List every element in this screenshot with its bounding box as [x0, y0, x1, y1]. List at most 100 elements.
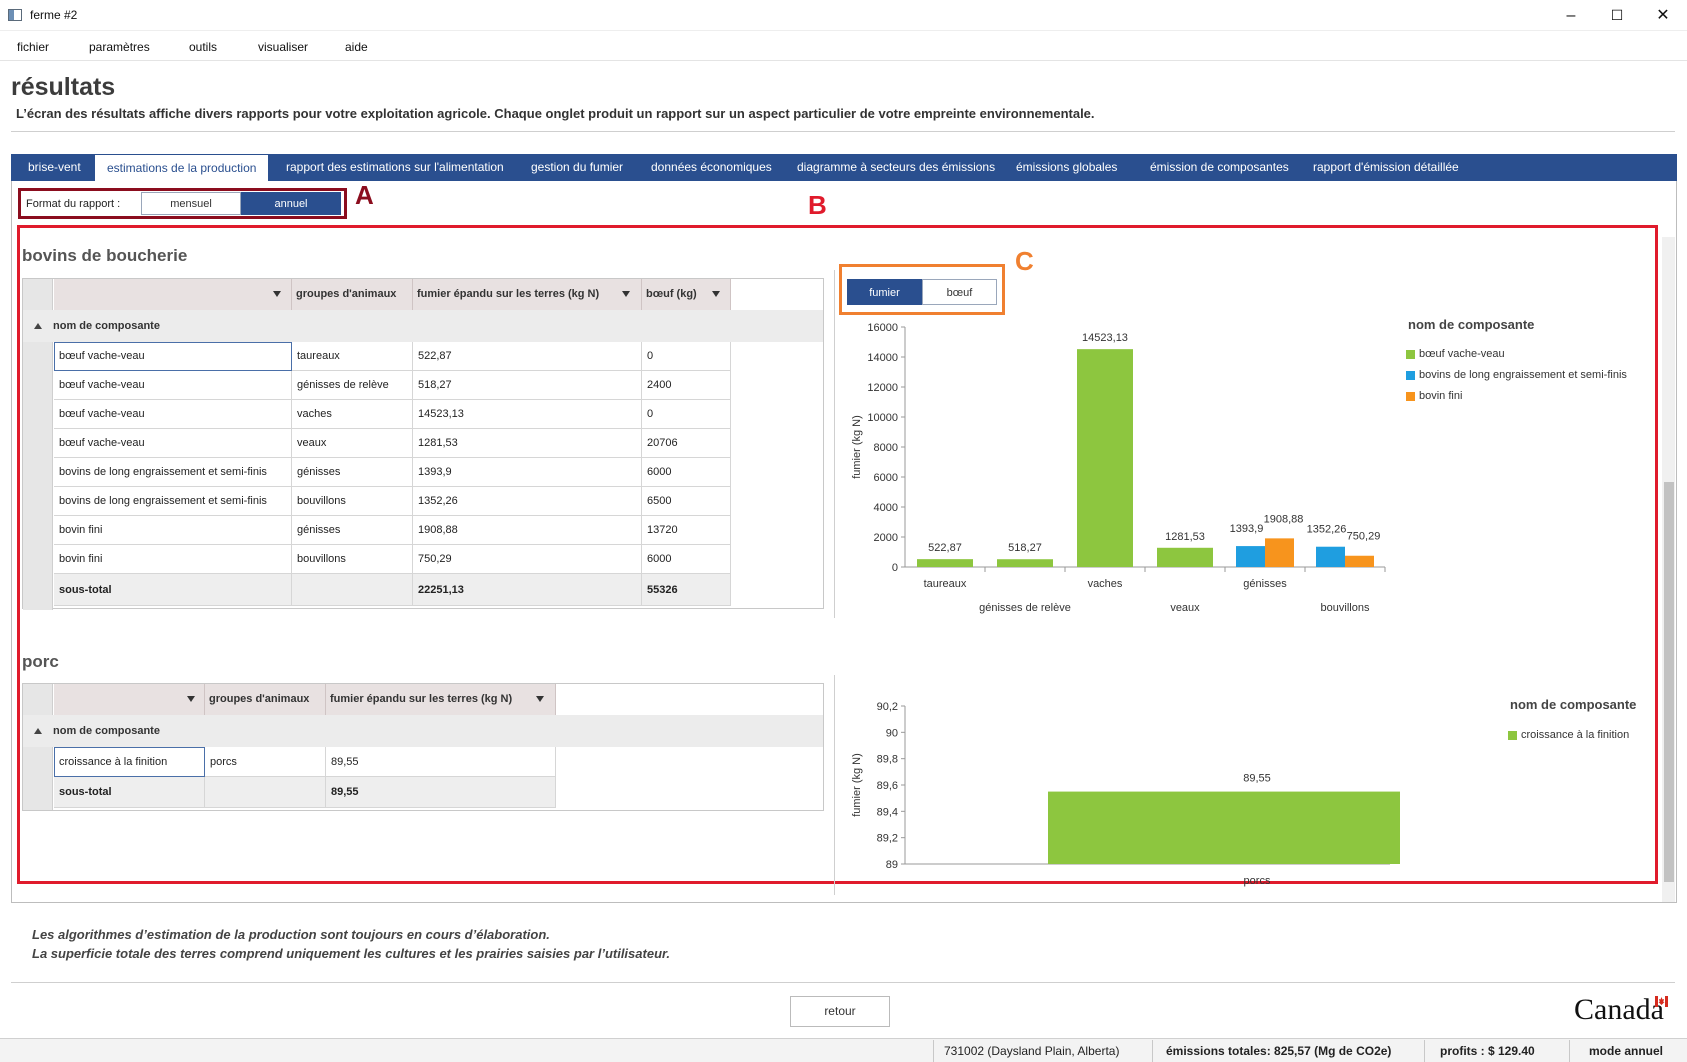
- beef-cell-boeuf[interactable]: 6000: [642, 458, 731, 487]
- tab-rapport-alimentation[interactable]: rapport des estimations sur l'alimentati…: [286, 160, 504, 174]
- menu-outils[interactable]: outils: [189, 40, 218, 54]
- beef-cell-fumier[interactable]: 750,29: [413, 545, 642, 574]
- annotation-a: A: [355, 180, 374, 210]
- beef-cell-boeuf[interactable]: 13720: [642, 516, 731, 545]
- bar-0-0: [917, 559, 973, 567]
- filter-icon[interactable]: [187, 696, 195, 702]
- beef-cell-groupe[interactable]: taureaux: [292, 342, 413, 371]
- beef-cell-groupe[interactable]: bouvillons: [292, 487, 413, 516]
- pork-col-groupes-header[interactable]: groupes d'animaux: [205, 684, 326, 715]
- beef-group-row[interactable]: nom de composante: [23, 310, 823, 342]
- row-header-strip: [23, 684, 53, 810]
- beef-col-groupes-header[interactable]: groupes d'animaux: [292, 279, 413, 310]
- beef-col-fumier-header[interactable]: fumier épandu sur les terres (kg N): [413, 279, 642, 310]
- pork-cell-composante[interactable]: croissance à la finition: [54, 747, 205, 777]
- row-spacer: [642, 371, 647, 400]
- menu-aide[interactable]: aide: [345, 40, 368, 54]
- y-tick-label: 6000: [874, 472, 898, 484]
- y-tick-label: 16000: [867, 322, 898, 334]
- beef-cell-groupe[interactable]: vaches: [292, 400, 413, 429]
- beef-cell-fumier[interactable]: 14523,13: [413, 400, 642, 429]
- filter-icon[interactable]: [273, 291, 281, 297]
- tab-gestion-fumier[interactable]: gestion du fumier: [531, 160, 624, 174]
- format-annuel-button[interactable]: annuel: [241, 192, 341, 215]
- row-spacer: [642, 400, 647, 429]
- beef-cell-composante[interactable]: bovins de long engraissement et semi-fin…: [54, 487, 292, 516]
- format-mensuel-button[interactable]: mensuel: [141, 192, 241, 215]
- beef-cell-fumier[interactable]: 1352,26: [413, 487, 642, 516]
- tab-rapport-emission-detaillee[interactable]: rapport d'émission détaillée: [1313, 160, 1459, 174]
- y-tick-label: 8000: [874, 442, 898, 454]
- tab-brise-vent[interactable]: brise-vent: [28, 160, 81, 174]
- pork-cell-groupe[interactable]: porcs: [205, 747, 326, 777]
- beef-cell-boeuf[interactable]: 6500: [642, 487, 731, 516]
- maximize-icon[interactable]: ☐: [1610, 7, 1624, 23]
- tab-donnees-economiques[interactable]: données économiques: [651, 160, 772, 174]
- beef-cell-composante[interactable]: bœuf vache-veau: [54, 400, 292, 429]
- pork-subtotal-cell: [205, 777, 326, 808]
- minimize-icon[interactable]: –: [1566, 7, 1576, 24]
- y-tick-label: 0: [892, 562, 898, 574]
- back-button[interactable]: retour: [790, 996, 890, 1027]
- chart-boeuf-button[interactable]: bœuf: [922, 279, 997, 305]
- filter-icon[interactable]: [536, 696, 544, 702]
- tab-emission-composantes[interactable]: émission de composantes: [1150, 160, 1289, 174]
- pork-group-row[interactable]: nom de composante: [23, 715, 823, 747]
- beef-cell-composante[interactable]: bovin fini: [54, 516, 292, 545]
- beef-cell-boeuf[interactable]: 6000: [642, 545, 731, 574]
- beef-manure-chart: 0 2000 4000 6000 8000 10000 12000 14000 16000 fum…: [851, 322, 1386, 614]
- beef-cell-composante[interactable]: bovins de long engraissement et semi-fin…: [54, 458, 292, 487]
- row-spacer: [642, 342, 647, 371]
- beef-cell-fumier[interactable]: 1393,9: [413, 458, 642, 487]
- annotation-box-c: [839, 264, 1005, 315]
- tab-estimations-production[interactable]: estimations de la production: [95, 154, 269, 181]
- pork-col-composante-header[interactable]: [54, 684, 205, 715]
- beef-cell-groupe[interactable]: veaux: [292, 429, 413, 458]
- pork-col-fumier-header[interactable]: fumier épandu sur les terres (kg N): [326, 684, 556, 715]
- beef-col-boeuf-header[interactable]: bœuf (kg): [642, 279, 731, 310]
- content-scrollbar[interactable]: [1662, 237, 1675, 902]
- beef-cell-fumier[interactable]: 1908,88: [413, 516, 642, 545]
- status-bar: 731002 (Daysland Plain, Alberta) émissio…: [0, 1038, 1687, 1062]
- x-tick-label: bouvillons: [1321, 602, 1370, 614]
- beef-cell-composante[interactable]: bœuf vache-veau: [54, 342, 292, 371]
- menu-fichier[interactable]: fichier: [17, 40, 50, 54]
- close-icon[interactable]: ✕: [1656, 7, 1670, 24]
- annotation-b: B: [808, 190, 827, 220]
- beef-cell-composante[interactable]: bovin fini: [54, 545, 292, 574]
- beef-cell-boeuf[interactable]: 20706: [642, 429, 731, 458]
- beef-cell-fumier[interactable]: 522,87: [413, 342, 642, 371]
- beef-cell-fumier[interactable]: 518,27: [413, 371, 642, 400]
- divider: [834, 270, 835, 618]
- menu-parametres[interactable]: paramètres: [89, 40, 150, 54]
- beef-cell-boeuf[interactable]: 2400: [642, 371, 731, 400]
- x-tick-label: taureaux: [924, 578, 967, 590]
- beef-cell-composante[interactable]: bœuf vache-veau: [54, 371, 292, 400]
- beef-cell-fumier[interactable]: 1281,53: [413, 429, 642, 458]
- collapse-icon[interactable]: [34, 728, 42, 734]
- scrollbar-thumb[interactable]: [1664, 482, 1674, 882]
- filter-icon[interactable]: [712, 291, 720, 297]
- y-tick-label: 4000: [874, 502, 898, 514]
- y-tick-label: 89,6: [877, 780, 898, 792]
- tab-diagramme-secteurs[interactable]: diagramme à secteurs des émissions: [797, 160, 996, 174]
- pork-legend-title: nom de composante: [1510, 697, 1637, 712]
- y-tick-label: 89,4: [877, 806, 898, 818]
- beef-cell-groupe[interactable]: bouvillons: [292, 545, 413, 574]
- y-tick-label: 2000: [874, 532, 898, 544]
- beef-cell-boeuf[interactable]: 0: [642, 400, 731, 429]
- chart-fumier-button[interactable]: fumier: [847, 279, 922, 305]
- beef-subtotal-cell: 22251,13: [413, 574, 642, 606]
- beef-cell-groupe[interactable]: génisses: [292, 516, 413, 545]
- beef-cell-boeuf[interactable]: 0: [642, 342, 731, 371]
- beef-cell-groupe[interactable]: génisses: [292, 458, 413, 487]
- beef-cell-composante[interactable]: bœuf vache-veau: [54, 429, 292, 458]
- beef-col-composante-header[interactable]: [54, 279, 292, 310]
- tab-emissions-globales[interactable]: émissions globales: [1016, 160, 1118, 174]
- collapse-icon[interactable]: [34, 323, 42, 329]
- beef-cell-groupe[interactable]: génisses de relève: [292, 371, 413, 400]
- filter-icon[interactable]: [622, 291, 630, 297]
- pork-cell-fumier[interactable]: 89,55: [326, 747, 556, 777]
- legend-swatch: [1406, 350, 1415, 359]
- menu-visualiser[interactable]: visualiser: [258, 40, 309, 54]
